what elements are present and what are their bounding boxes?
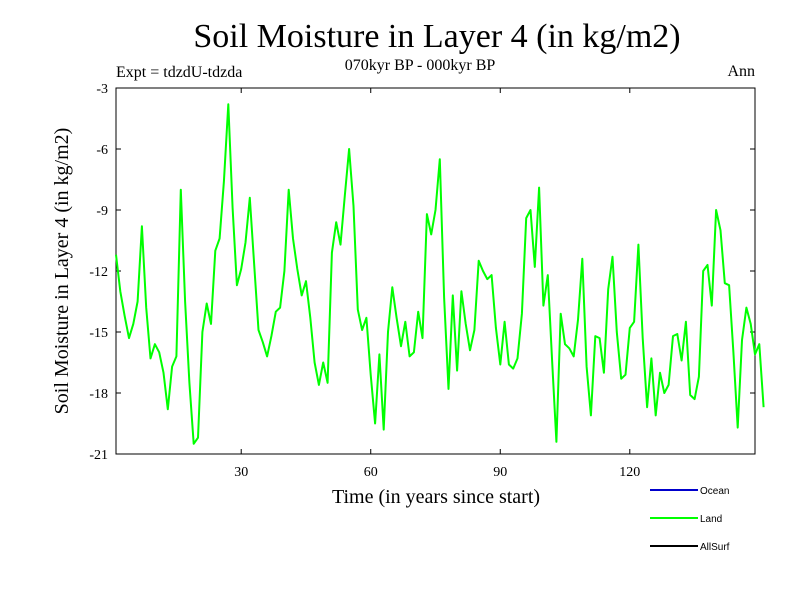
x-axis: 30 60 90 120 [234,88,640,480]
series-line-land [115,103,765,445]
chart-subtitle: 070kyr BP - 000kyr BP [345,57,496,74]
y-tick-label: -3 [96,82,108,97]
y-tick-label: -21 [89,448,108,463]
legend-label-ocean: Ocean [700,486,729,497]
legend-label-land: Land [700,514,722,525]
x-tick-label: 90 [493,465,507,480]
y-tick-label: -6 [96,143,108,158]
y-axis: -3 -6 -9 -12 -15 -18 -21 [89,82,755,463]
legend-label-allsurf: AllSurf [700,542,730,553]
y-tick-label: -12 [89,265,108,280]
y-axis-label: Soil Moisture in Layer 4 (in kg/m2) [51,128,73,415]
y-tick-label: -18 [89,387,108,402]
y-tick-label: -15 [89,326,108,341]
season-label: Ann [727,63,755,80]
y-tick-label: -9 [96,204,108,219]
experiment-label: Expt = tdzdU-tdzda [116,64,242,81]
legend: Ocean Land AllSurf [650,486,730,553]
plot-frame [115,87,756,455]
series-layer [115,103,765,445]
x-tick-label: 120 [619,465,640,480]
x-tick-label: 60 [364,465,378,480]
chart-title: Soil Moisture in Layer 4 (in kg/m2) [193,18,680,55]
x-axis-label: Time (in years since start) [332,486,540,508]
x-tick-label: 30 [234,465,248,480]
